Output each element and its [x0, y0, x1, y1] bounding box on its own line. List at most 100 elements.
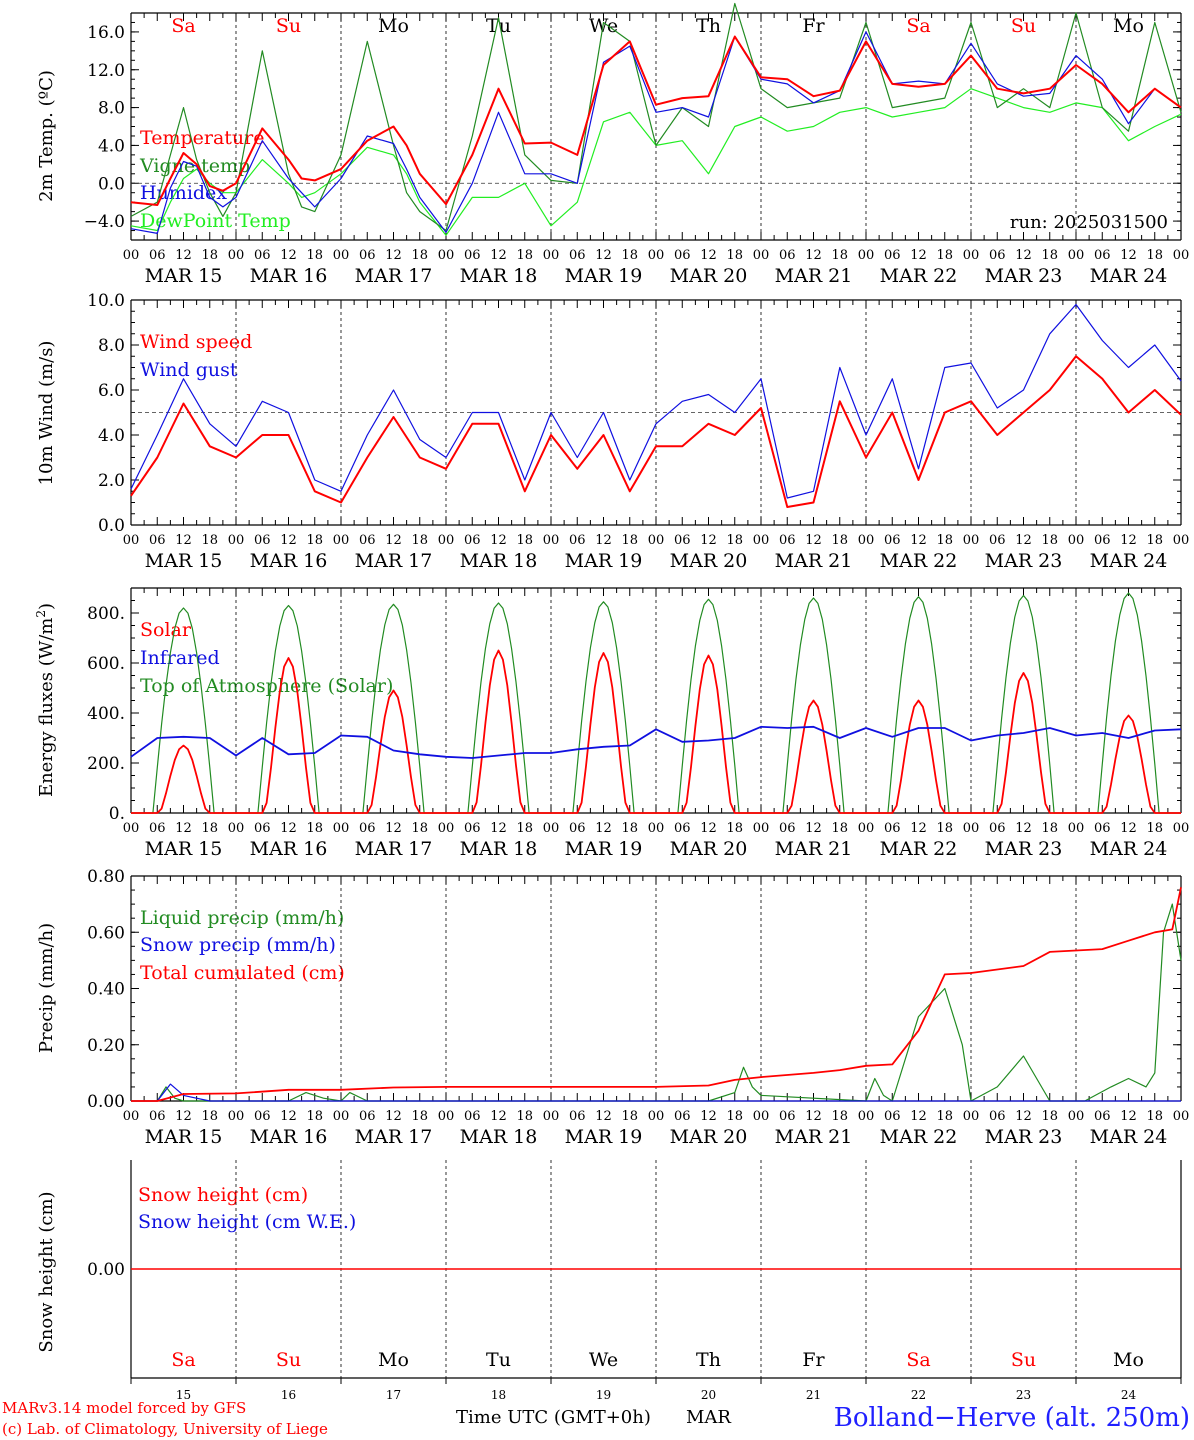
snow-panel: Snow height (cm) Snow height (cm) Snow h… [36, 1160, 1182, 1402]
hour-tick-label: 06 [149, 248, 166, 263]
day-name-label: Th [696, 1349, 721, 1371]
precip-legend-liquid: Liquid precip (mm/h) [140, 907, 344, 929]
hour-tick-label: 12 [910, 533, 927, 548]
hour-tick-label: 06 [884, 533, 901, 548]
hour-tick-label: 06 [989, 248, 1006, 263]
y-tick-label: 0.60 [87, 923, 125, 943]
date-label: MAR 16 [250, 838, 328, 860]
hour-tick-label: 12 [805, 248, 822, 263]
hour-tick-label: 00 [543, 248, 560, 263]
hour-tick-label: 00 [963, 533, 980, 548]
date-label: MAR 20 [670, 550, 748, 572]
footer: MARv3.14 model forced by GFS (c) Lab. of… [2, 1399, 1190, 1438]
date-label: MAR 17 [355, 265, 433, 287]
hour-tick-label: 12 [805, 1109, 822, 1124]
hour-tick-label: 12 [490, 821, 507, 836]
hour-tick-label: 06 [989, 821, 1006, 836]
snow-ylabel: Snow height (cm) [36, 1191, 57, 1352]
month-label: MAR [686, 1407, 731, 1428]
hour-tick-label: 18 [621, 248, 638, 263]
hour-tick-label: 00 [963, 821, 980, 836]
hour-tick-label: 12 [175, 533, 192, 548]
hour-tick-label: 12 [700, 821, 717, 836]
temp-legend-temperature: Temperature [140, 127, 264, 149]
hour-tick-label: 18 [201, 248, 218, 263]
hour-tick-label: 06 [569, 1109, 586, 1124]
y-tick-label: 0.0 [98, 174, 125, 194]
y-tick-label: 800. [87, 604, 125, 624]
hour-tick-label: 18 [411, 533, 428, 548]
hour-tick-label: 06 [1094, 248, 1111, 263]
hour-tick-label: 18 [1041, 248, 1058, 263]
hour-tick-label: 18 [516, 533, 533, 548]
hour-tick-label: 18 [306, 248, 323, 263]
date-label: MAR 20 [670, 1126, 748, 1148]
day-name-label: Mo [378, 15, 409, 37]
y-tick-label: 2.0 [98, 471, 125, 491]
y-tick-label: 0.00 [87, 1260, 125, 1280]
hour-tick-label: 18 [1146, 821, 1163, 836]
day-number-label: 19 [596, 1388, 611, 1402]
hour-tick-label: 12 [700, 533, 717, 548]
day-name-label: Su [276, 15, 301, 37]
hour-tick-label: 06 [569, 248, 586, 263]
y-tick-label: 0. [109, 804, 125, 824]
hour-tick-label: 12 [385, 533, 402, 548]
date-label: MAR 19 [565, 550, 643, 572]
day-name-label: Tu [486, 15, 511, 37]
hour-tick-label: 06 [569, 821, 586, 836]
date-label: MAR 15 [145, 1126, 223, 1148]
hour-tick-label: 06 [779, 248, 796, 263]
hour-tick-label: 12 [910, 821, 927, 836]
hour-tick-label: 18 [726, 1109, 743, 1124]
hour-tick-label: 06 [674, 821, 691, 836]
hour-tick-label: 00 [648, 1109, 665, 1124]
hour-tick-label: 06 [779, 821, 796, 836]
date-label: MAR 19 [565, 1126, 643, 1148]
day-number-label: 24 [1121, 1388, 1137, 1402]
hour-tick-label: 00 [228, 1109, 245, 1124]
date-label: MAR 24 [1090, 265, 1168, 287]
energy-legend-solar: Solar [140, 619, 192, 641]
day-name-label: Fr [802, 1349, 825, 1371]
hour-tick-label: 12 [700, 1109, 717, 1124]
hour-tick-label: 06 [1094, 821, 1111, 836]
hour-tick-label: 00 [753, 533, 770, 548]
hour-tick-label: 18 [516, 1109, 533, 1124]
y-tick-label: 10.0 [87, 291, 125, 311]
hour-tick-label: 00 [753, 248, 770, 263]
hour-tick-label: 06 [254, 1109, 271, 1124]
y-tick-label: 600. [87, 654, 125, 674]
hour-tick-label: 18 [831, 533, 848, 548]
hour-tick-label: 12 [490, 1109, 507, 1124]
hour-tick-label: 06 [464, 248, 481, 263]
hour-tick-label: 18 [936, 1109, 953, 1124]
hour-tick-label: 12 [595, 248, 612, 263]
date-label: MAR 19 [565, 838, 643, 860]
day-number-label: 20 [701, 1388, 716, 1402]
hour-tick-label: 18 [726, 533, 743, 548]
date-label: MAR 22 [880, 550, 958, 572]
precip-panel: Precip (mm/h) Liquid precip (mm/h) Snow … [36, 867, 1189, 1148]
y-tick-label: 0.0 [98, 516, 125, 536]
station-label: Bolland−Herve (alt. 250m) [834, 1403, 1190, 1433]
hour-tick-label: 00 [1068, 1109, 1085, 1124]
date-label: MAR 23 [985, 1126, 1063, 1148]
series-humidex [130, 31, 1182, 234]
hour-tick-label: 18 [201, 821, 218, 836]
hour-tick-label: 00 [123, 1109, 140, 1124]
hour-tick-label: 00 [333, 821, 350, 836]
energy-legend-toa: Top of Atmosphere (Solar) [140, 675, 393, 697]
hour-tick-label: 06 [1094, 533, 1111, 548]
hour-tick-label: 12 [490, 248, 507, 263]
hour-tick-label: 12 [385, 248, 402, 263]
hour-tick-label: 06 [254, 248, 271, 263]
y-tick-label: 200. [87, 754, 125, 774]
date-label: MAR 15 [145, 550, 223, 572]
hour-tick-label: 18 [831, 248, 848, 263]
series-infrared [130, 725, 1182, 759]
hour-tick-label: 12 [385, 821, 402, 836]
hour-tick-label: 06 [464, 1109, 481, 1124]
date-label: MAR 22 [880, 838, 958, 860]
series-wind-speed [130, 355, 1182, 508]
